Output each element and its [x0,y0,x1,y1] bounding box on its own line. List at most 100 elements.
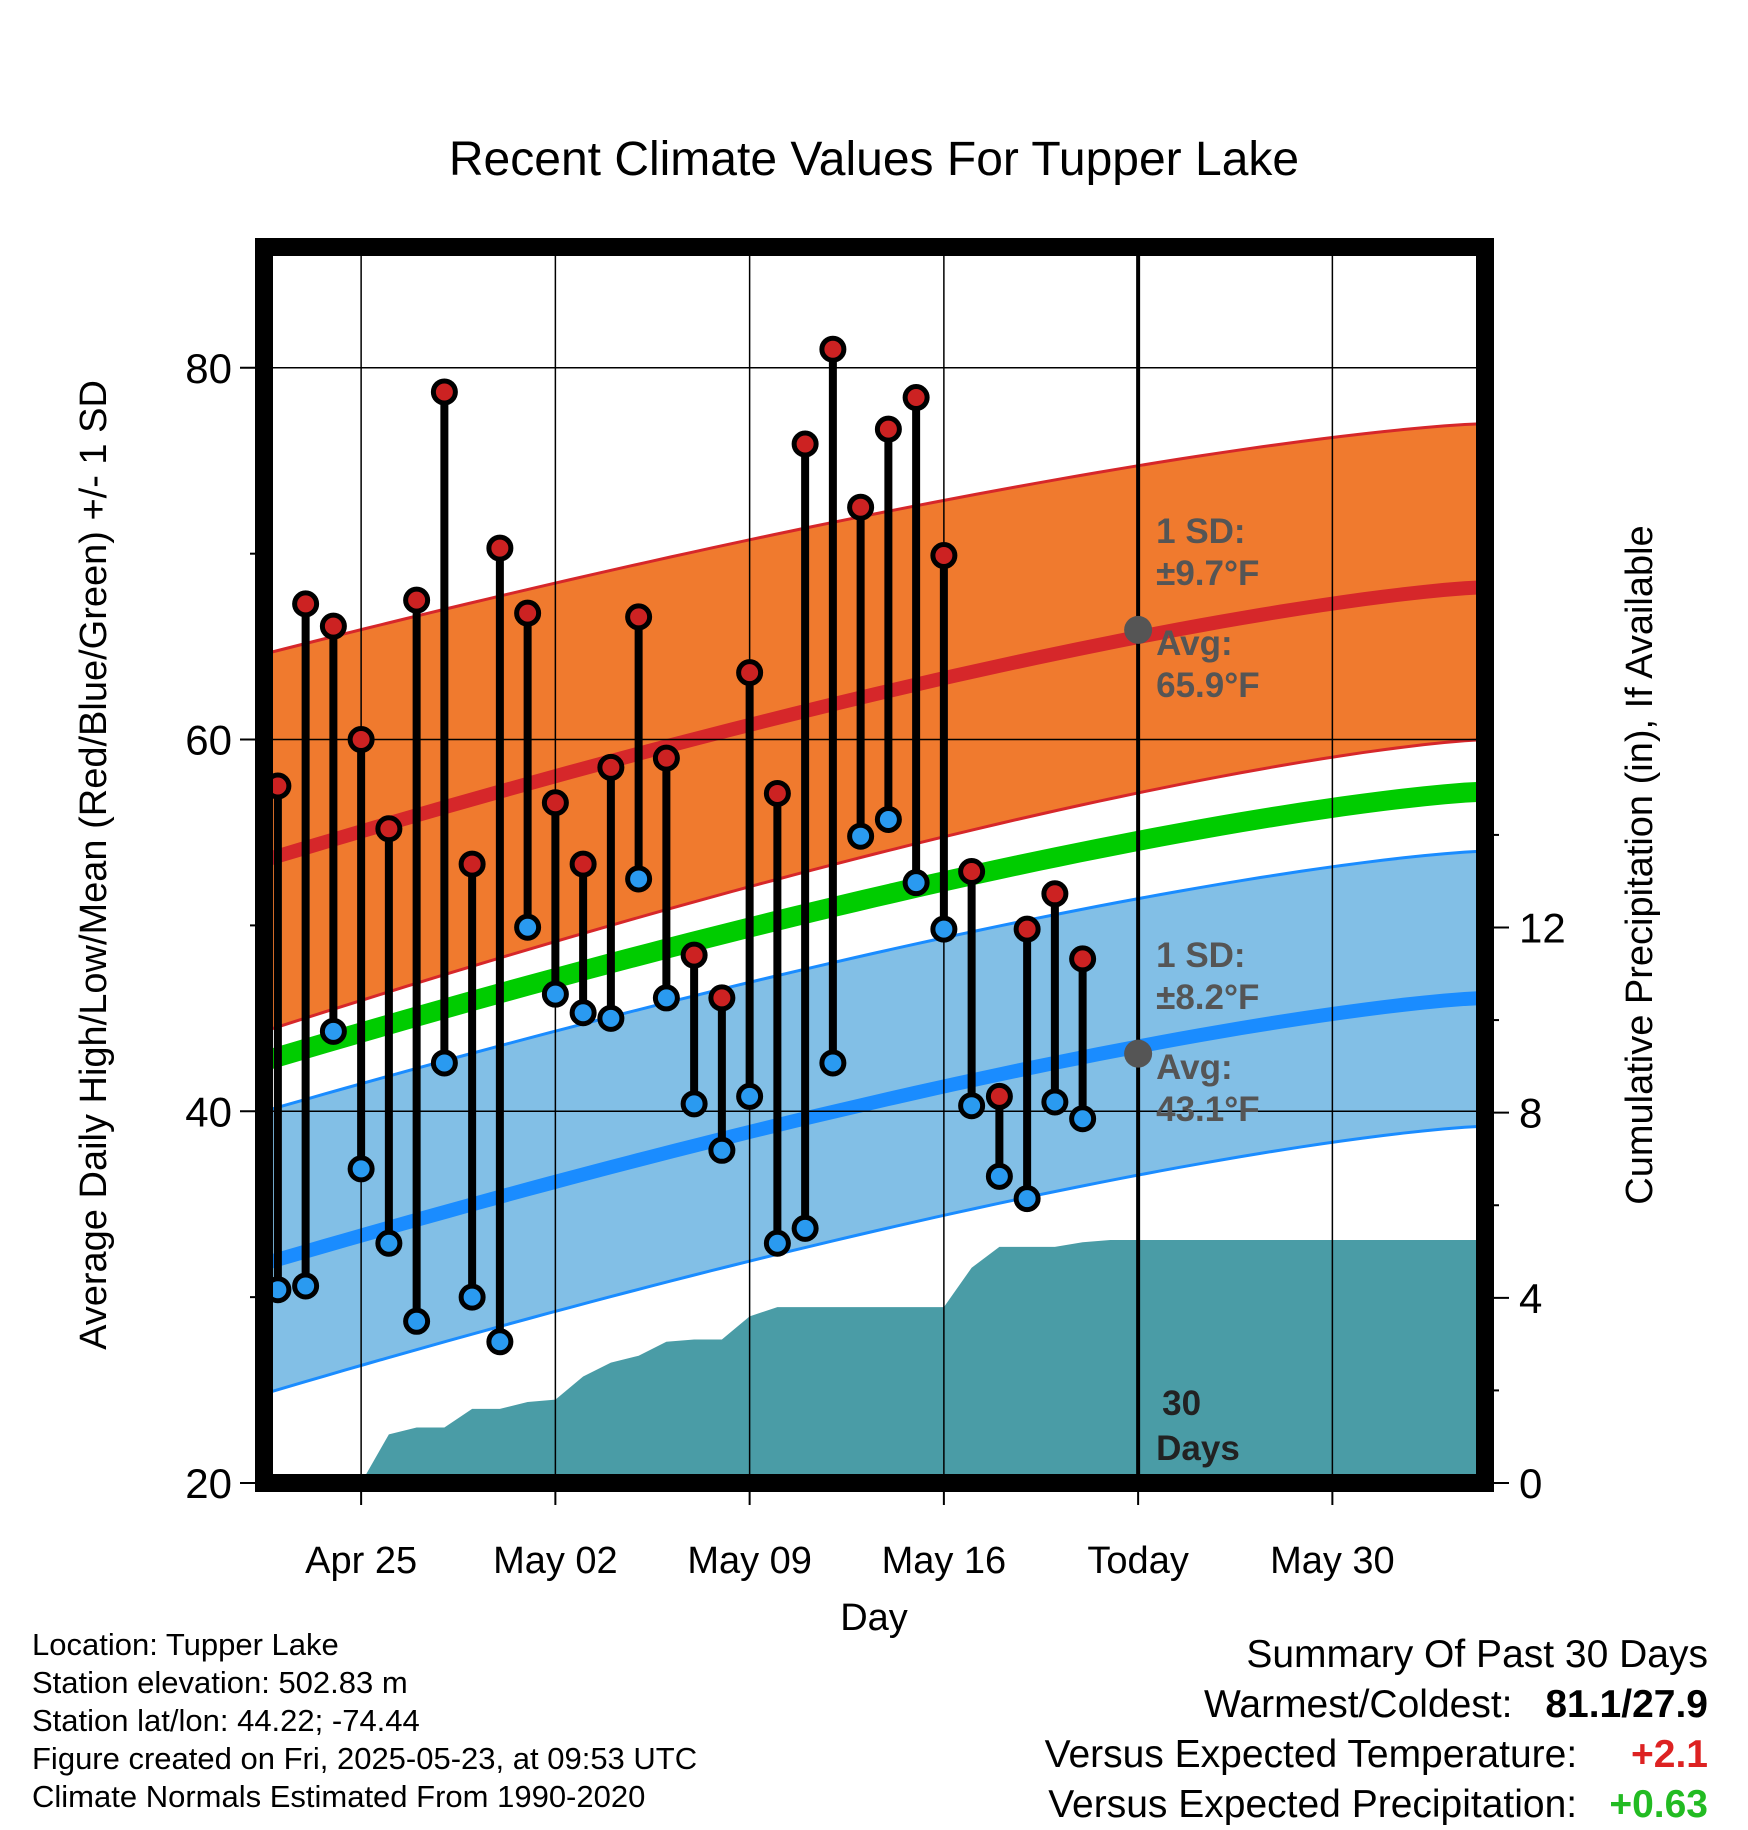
x-axis-label: Day [840,1597,908,1639]
axes: 20 40 60 80 0 4 8 12 Apr 25 May 02 May 09 May 16 Tod… [185,345,1565,1582]
daily-high-point [319,612,347,640]
precip-versus-label: Versus Expected Precipitation: [1048,1783,1578,1826]
daily-high-point [486,534,514,562]
mean-avg-line [264,781,1485,1071]
low-sd-label: 1 SD: [1156,936,1245,975]
y-axis-right-label: Cumulative Precipitation (in), If Availa… [1619,525,1661,1204]
daily-low-point [430,1049,458,1077]
daily-high-point [569,850,597,878]
high-sd-label: 1 SD: [1156,512,1245,551]
latlon-text: Station lat/lon: 44.22; -74.44 [32,1703,420,1738]
y-axis-left-label: Average Daily High/Low/Mean (Red/Blue/Gr… [73,380,115,1350]
daily-high-point [347,726,375,754]
x-tick-label: May 16 [882,1540,1007,1582]
summary-temperature: Versus Expected Temperature: +2.1 [1045,1730,1708,1780]
station-info: Location: Tupper Lake Station elevation:… [32,1626,697,1816]
daily-low-point [1069,1105,1097,1133]
summary-warmest-coldest: Warmest/Coldest: 81.1/27.9 [1045,1680,1708,1730]
daily-high-point [541,789,569,817]
warmest-coldest-value: 81.1/27.9 [1545,1683,1708,1726]
daily-low-point [292,1272,320,1300]
precip-area [361,1239,1485,1483]
summary-box: Summary Of Past 30 Days Warmest/Coldest:… [1045,1630,1708,1830]
y-left-tick-label: 60 [185,717,232,764]
daily-low-point [819,1049,847,1077]
daily-low-point [569,999,597,1027]
daily-low-point [763,1229,791,1257]
daily-low-point [736,1082,764,1110]
summary-title: Summary Of Past 30 Days [1246,1633,1708,1676]
high-avg-value: 65.9°F [1156,666,1260,705]
daily-high-point [791,430,819,458]
daily-high-point [1041,880,1069,908]
elevation-text: Station elevation: 502.83 m [32,1665,408,1700]
y-left-tick-label: 40 [185,1088,232,1135]
y-right-tick-label: 8 [1519,1090,1542,1137]
daily-high-point [597,753,625,781]
daily-low-point [930,915,958,943]
temp-versus-label: Versus Expected Temperature: [1044,1733,1578,1776]
daily-high-point [958,858,986,886]
daily-low-point [625,865,653,893]
daily-high-point [292,590,320,618]
daily-high-point [458,850,486,878]
daily-low-point [319,1017,347,1045]
daily-high-point [985,1082,1013,1110]
daily-high-point [514,599,542,627]
daily-low-point [985,1162,1013,1190]
daily-high-point [1069,945,1097,973]
daily-low-point [847,822,875,850]
daily-low-point [1013,1185,1041,1213]
daily-low-point [403,1307,431,1335]
high-sd-value: ±9.7°F [1156,554,1259,593]
chart-title: Recent Climate Values For Tupper Lake [449,133,1299,186]
daily-low-point [958,1092,986,1120]
daily-high-point [819,335,847,363]
high-sd-band [264,422,1485,1033]
daily-high-point [1013,915,1041,943]
low-avg-value: 43.1°F [1156,1090,1260,1129]
daily-low-point [458,1283,486,1311]
daily-high-point [930,542,958,570]
daily-high-point [680,941,708,969]
daily-high-point [763,779,791,807]
daily-low-point [902,869,930,897]
normals-text: Climate Normals Estimated From 1990-2020 [32,1779,646,1814]
low-sd-value: ±8.2°F [1156,978,1259,1017]
daily-low-point [514,913,542,941]
daily-low-point [1041,1088,1069,1116]
daily-low-point [347,1155,375,1183]
today-low-avg-marker [1124,1039,1153,1068]
y-left-tick-label: 20 [185,1460,232,1507]
x-tick-label: Today [1087,1540,1188,1582]
daily-high-point [874,415,902,443]
x-tick-label: Apr 25 [305,1540,417,1582]
daily-high-point [708,984,736,1012]
daily-high-point [652,744,680,772]
precip-versus-value: +0.63 [1609,1783,1708,1826]
daily-low-point [874,805,902,833]
today-high-avg-marker [1124,615,1153,644]
high-avg-label: Avg: [1156,624,1232,663]
period-unit: Days [1156,1429,1240,1468]
location-text: Location: Tupper Lake [32,1627,339,1662]
created-text: Figure created on Fri, 2025-05-23, at 09… [32,1741,698,1776]
daily-low-point [791,1214,819,1242]
low-avg-label: Avg: [1156,1048,1232,1087]
daily-high-point [736,659,764,687]
y-left-tick-label: 80 [185,345,232,392]
low-avg-line [264,990,1485,1271]
plot-area [264,422,1485,1483]
daily-high-point [375,815,403,843]
daily-low-point [680,1090,708,1118]
x-tick-label: May 30 [1270,1540,1395,1582]
y-right-tick-label: 4 [1519,1275,1542,1322]
summary-precipitation: Versus Expected Precipitation: +0.63 [1045,1780,1708,1830]
x-tick-label: May 09 [687,1540,812,1582]
daily-low-point [597,1004,625,1032]
period-number: 30 [1162,1384,1201,1423]
y-right-tick-label: 12 [1519,904,1566,951]
daily-low-point [486,1328,514,1356]
